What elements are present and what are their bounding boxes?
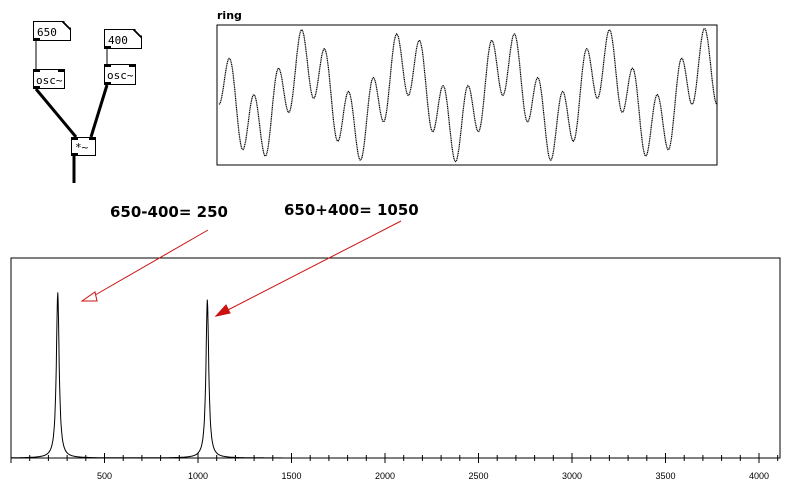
outlet[interactable] [104, 46, 111, 49]
x-axis-labels: 500 1000 1500 2000 2500 3000 3500 4000 [97, 471, 769, 481]
scope-label: ring [217, 9, 242, 22]
outlet[interactable] [71, 153, 78, 156]
multiply-object[interactable]: *~ [71, 137, 96, 156]
spectrum-frame [10, 257, 781, 459]
osc-object-left-label: osc~ [36, 74, 63, 87]
x-axis-tick-label: 1000 [188, 471, 208, 481]
inlet[interactable] [58, 69, 65, 72]
annotation-sum: 650+400= 1050 [284, 201, 419, 219]
multiply-object-label: *~ [75, 141, 89, 154]
message-box-400-label: 400 [108, 34, 128, 47]
spectrum-series-line [11, 292, 283, 459]
annotation-difference: 650-400= 250 [110, 203, 228, 221]
cord-osc-left-to-multiply [34, 88, 78, 138]
outlet[interactable] [104, 82, 111, 85]
outlet[interactable] [33, 86, 40, 89]
ring-waveform [218, 27, 718, 163]
inlet[interactable] [71, 137, 78, 140]
arrow-sum-line [223, 220, 402, 313]
cord-osc-right-to-multiply [89, 84, 109, 138]
x-axis-tick-label: 1500 [281, 471, 301, 481]
osc-object-right-label: osc~ [107, 69, 134, 82]
x-axis-tick-label: 2000 [375, 471, 395, 481]
arrow-sum-head [214, 304, 231, 317]
x-axis-tick-label: 3000 [562, 471, 582, 481]
inlet[interactable] [104, 64, 111, 67]
x-axis-tick-label: 4000 [749, 471, 769, 481]
message-box-650-label: 650 [37, 26, 57, 39]
x-axis-tick-label: 2500 [468, 471, 488, 481]
x-axis-tick-label: 500 [97, 471, 112, 481]
inlet[interactable] [89, 137, 96, 140]
arrow-difference-head [80, 291, 98, 302]
message-box-400[interactable]: 400 [104, 29, 142, 49]
osc-object-left[interactable]: osc~ [33, 69, 65, 89]
outlet[interactable] [33, 38, 40, 41]
inlet[interactable] [33, 69, 40, 72]
message-box-650[interactable]: 650 [33, 21, 71, 41]
osc-object-right[interactable]: osc~ [104, 64, 136, 85]
inlet[interactable] [129, 64, 136, 67]
x-axis-tick-label: 3500 [655, 471, 675, 481]
arrow-difference-line [89, 229, 209, 299]
